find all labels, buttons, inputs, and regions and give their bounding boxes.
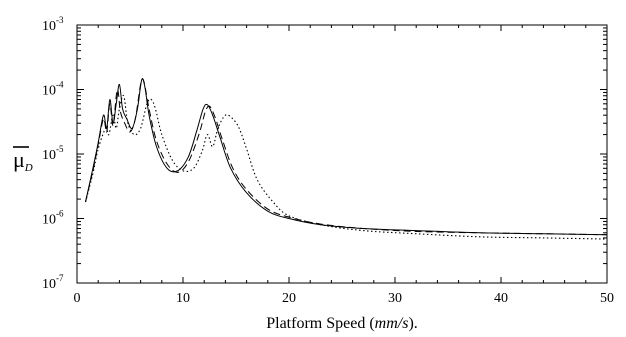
x-tick-label: 30 (388, 291, 402, 306)
y-tick-label-exponent: -5 (56, 144, 64, 154)
y-axis-ticks: 10-710-610-510-410-3 (42, 15, 607, 292)
x-axis-title-suffix: ). (408, 315, 417, 332)
y-axis-title-subscript: D (24, 162, 33, 174)
x-tick-label: 50 (600, 291, 614, 306)
series-line-solid (84, 78, 608, 236)
series-line-dotted (84, 94, 608, 240)
y-tick-label-exponent: -6 (56, 209, 64, 219)
y-tick-label-exponent: -3 (56, 15, 64, 25)
y-tick-label-base: 10 (42, 84, 56, 99)
y-tick-label-base: 10 (42, 19, 56, 34)
x-axis-title-prefix: Platform Speed ( (266, 315, 374, 332)
y-tick-label: 10-6 (42, 209, 64, 228)
y-tick-label: 10-3 (42, 15, 64, 34)
y-tick-label-base: 10 (42, 277, 56, 292)
plot-frame (76, 24, 608, 284)
x-axis-title: Platform Speed (mm/s). (266, 315, 418, 332)
y-tick-label: 10-7 (42, 273, 64, 292)
x-tick-label: 40 (494, 291, 508, 306)
x-tick-label: 0 (74, 291, 81, 306)
x-axis-title-unit: mm/s (375, 315, 409, 332)
series-line-dashed (84, 78, 608, 236)
y-tick-label-base: 10 (42, 148, 56, 163)
y-tick-label-exponent: -4 (56, 80, 64, 90)
x-axis-ticks: 0 10 20 30 40 50 (74, 25, 614, 306)
x-tick-label: 20 (282, 291, 296, 306)
y-tick-label-exponent: -7 (56, 273, 64, 283)
y-tick-label: 10-5 (42, 144, 64, 163)
y-tick-label: 10-4 (42, 80, 64, 99)
y-axis-title: μD (13, 147, 33, 174)
y-axis-title-symbol: μ (13, 147, 25, 172)
y-tick-label-base: 10 (42, 213, 56, 228)
x-tick-label: 10 (176, 291, 190, 306)
series-lines (84, 78, 608, 240)
